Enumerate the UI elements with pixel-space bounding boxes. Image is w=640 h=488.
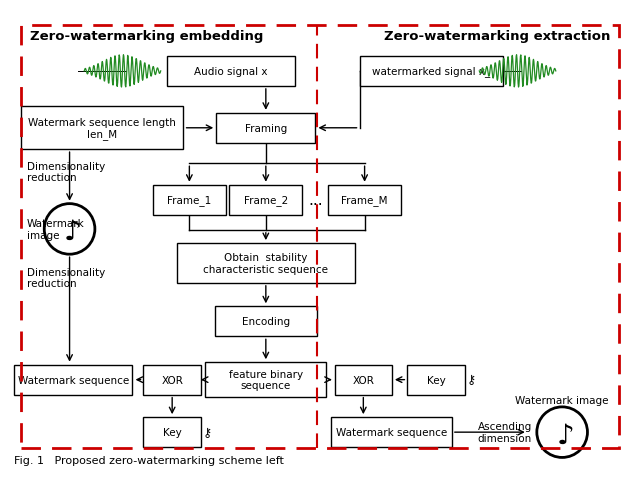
- Text: Watermark sequence: Watermark sequence: [336, 427, 447, 437]
- Text: Watermark image: Watermark image: [515, 395, 609, 405]
- Ellipse shape: [44, 204, 95, 255]
- Text: Key: Key: [163, 427, 182, 437]
- FancyBboxPatch shape: [335, 365, 392, 395]
- FancyBboxPatch shape: [177, 244, 355, 284]
- FancyBboxPatch shape: [167, 57, 294, 87]
- FancyBboxPatch shape: [21, 107, 183, 150]
- FancyBboxPatch shape: [229, 185, 303, 215]
- Text: Obtain  stability
characteristic sequence: Obtain stability characteristic sequence: [204, 253, 328, 274]
- Text: ♪: ♪: [64, 218, 82, 246]
- Text: Ascending
dimension: Ascending dimension: [477, 422, 532, 443]
- FancyBboxPatch shape: [407, 365, 465, 395]
- Text: Audio signal x: Audio signal x: [194, 67, 268, 77]
- Text: Dimensionality
reduction: Dimensionality reduction: [27, 267, 105, 289]
- FancyBboxPatch shape: [331, 417, 452, 447]
- FancyBboxPatch shape: [15, 365, 132, 395]
- FancyBboxPatch shape: [143, 417, 201, 447]
- Text: ⚷: ⚷: [203, 426, 212, 439]
- FancyBboxPatch shape: [215, 306, 317, 337]
- FancyBboxPatch shape: [153, 185, 226, 215]
- Text: XOR: XOR: [161, 375, 183, 385]
- FancyBboxPatch shape: [360, 57, 503, 87]
- Text: ...: ...: [308, 193, 323, 208]
- Text: Watermark
image: Watermark image: [27, 219, 84, 240]
- Text: Dimensionality
reduction: Dimensionality reduction: [27, 162, 105, 183]
- Text: Watermark sequence length
len_M: Watermark sequence length len_M: [28, 117, 176, 140]
- FancyBboxPatch shape: [143, 365, 201, 395]
- Text: Frame_2: Frame_2: [244, 195, 288, 206]
- FancyBboxPatch shape: [328, 185, 401, 215]
- Text: Frame_M: Frame_M: [341, 195, 388, 206]
- FancyBboxPatch shape: [205, 363, 326, 397]
- Ellipse shape: [537, 407, 588, 458]
- Text: Zero-watermarking extraction: Zero-watermarking extraction: [383, 30, 610, 43]
- Text: ⚷: ⚷: [467, 373, 476, 386]
- Text: Framing: Framing: [244, 123, 287, 134]
- Text: ♪: ♪: [556, 421, 574, 448]
- Text: watermarked signal x_: watermarked signal x_: [372, 66, 491, 77]
- Text: Watermark sequence: Watermark sequence: [18, 375, 129, 385]
- Text: feature binary
sequence: feature binary sequence: [228, 369, 303, 390]
- Text: XOR: XOR: [353, 375, 374, 385]
- Text: Zero-watermarking embedding: Zero-watermarking embedding: [30, 30, 264, 43]
- Text: Encoding: Encoding: [242, 317, 290, 326]
- Text: Key: Key: [427, 375, 445, 385]
- FancyBboxPatch shape: [216, 114, 316, 143]
- Text: Frame_1: Frame_1: [167, 195, 211, 206]
- Text: Fig. 1   Proposed zero-watermarking scheme left: Fig. 1 Proposed zero-watermarking scheme…: [14, 455, 284, 465]
